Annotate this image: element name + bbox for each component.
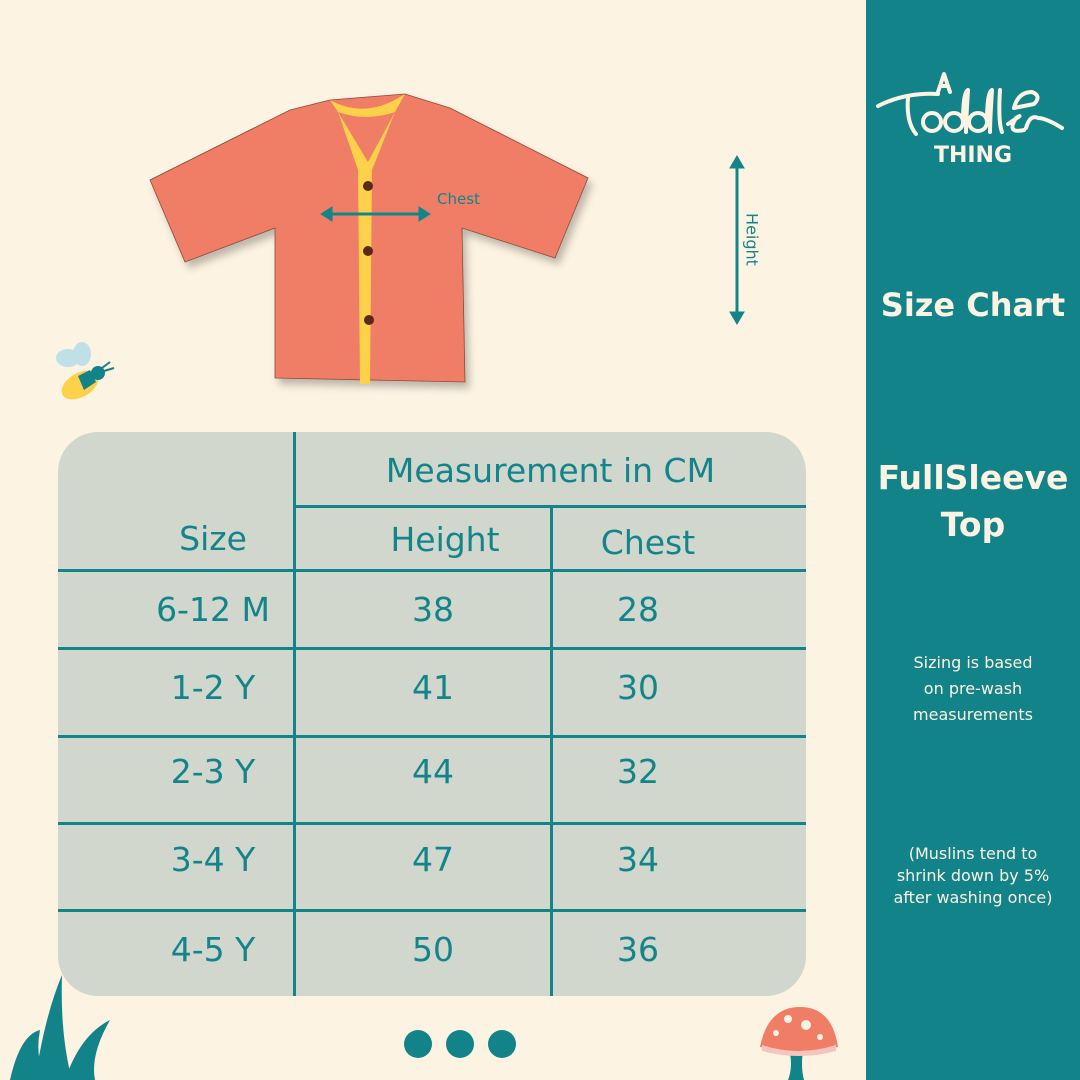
height-label: Height xyxy=(742,213,762,266)
height-cell: 38 xyxy=(412,590,454,629)
shrink-note-line: after washing once) xyxy=(893,888,1053,907)
size-cell: 1-2 Y xyxy=(170,668,256,707)
sizing-note-line: on pre-wash xyxy=(923,679,1023,698)
shrink-note-line: (Muslins tend to xyxy=(908,844,1038,863)
size-cell: 4-5 Y xyxy=(170,930,256,969)
size-chart-title: Size Chart xyxy=(880,286,1066,324)
size-cell: 6-12 M xyxy=(156,590,270,629)
chest-arrow-icon xyxy=(320,206,431,222)
pagination-dot[interactable] xyxy=(488,1030,516,1058)
shrink-note: (Muslins tend to shrink down by 5% after… xyxy=(866,843,1080,909)
mushroom-icon xyxy=(760,1007,838,1080)
chest-cell: 30 xyxy=(617,668,659,707)
sizing-note-line: measurements xyxy=(913,705,1033,724)
brand-logo: THING xyxy=(876,72,1064,168)
shirt-placket xyxy=(330,94,405,384)
chest-cell: 28 xyxy=(617,590,659,629)
button-icon xyxy=(363,246,373,256)
group-header: Measurement in CM xyxy=(385,451,716,490)
chest-cell: 36 xyxy=(617,930,659,969)
height-cell: 41 xyxy=(412,668,454,707)
pagination-dot[interactable] xyxy=(446,1030,474,1058)
product-name-line1: FullSleeve xyxy=(877,458,1069,497)
sizing-note: Sizing is based on pre-wash measurements xyxy=(866,650,1080,728)
chest-label: Chest xyxy=(437,190,480,208)
grass-icon xyxy=(10,975,110,1080)
bee-icon xyxy=(56,342,115,400)
height-cell: 47 xyxy=(412,840,454,879)
chest-cell: 32 xyxy=(617,752,659,791)
product-name-line2: Top xyxy=(940,505,1006,544)
header-height: Height xyxy=(390,520,500,559)
pagination-dot[interactable] xyxy=(404,1030,432,1058)
chest-cell: 34 xyxy=(617,840,659,879)
size-table: Measurement in CM Size Height Chest 6-12… xyxy=(58,432,806,996)
logo-text: THING xyxy=(934,143,1012,168)
shirt-illustration xyxy=(149,93,745,384)
size-cell: 2-3 Y xyxy=(170,752,256,791)
button-icon xyxy=(363,181,373,191)
header-chest: Chest xyxy=(600,523,696,562)
button-icon xyxy=(364,315,374,325)
height-cell: 50 xyxy=(412,930,454,969)
header-size: Size xyxy=(179,519,247,558)
shrink-note-line: shrink down by 5% xyxy=(896,866,1050,885)
size-cell: 3-4 Y xyxy=(170,840,256,879)
sizing-note-line: Sizing is based xyxy=(913,653,1033,672)
height-arrow-icon xyxy=(729,155,745,325)
sidebar: THING Size Chart FullSleeve Top Sizing i… xyxy=(866,0,1080,1080)
height-cell: 44 xyxy=(412,752,454,791)
